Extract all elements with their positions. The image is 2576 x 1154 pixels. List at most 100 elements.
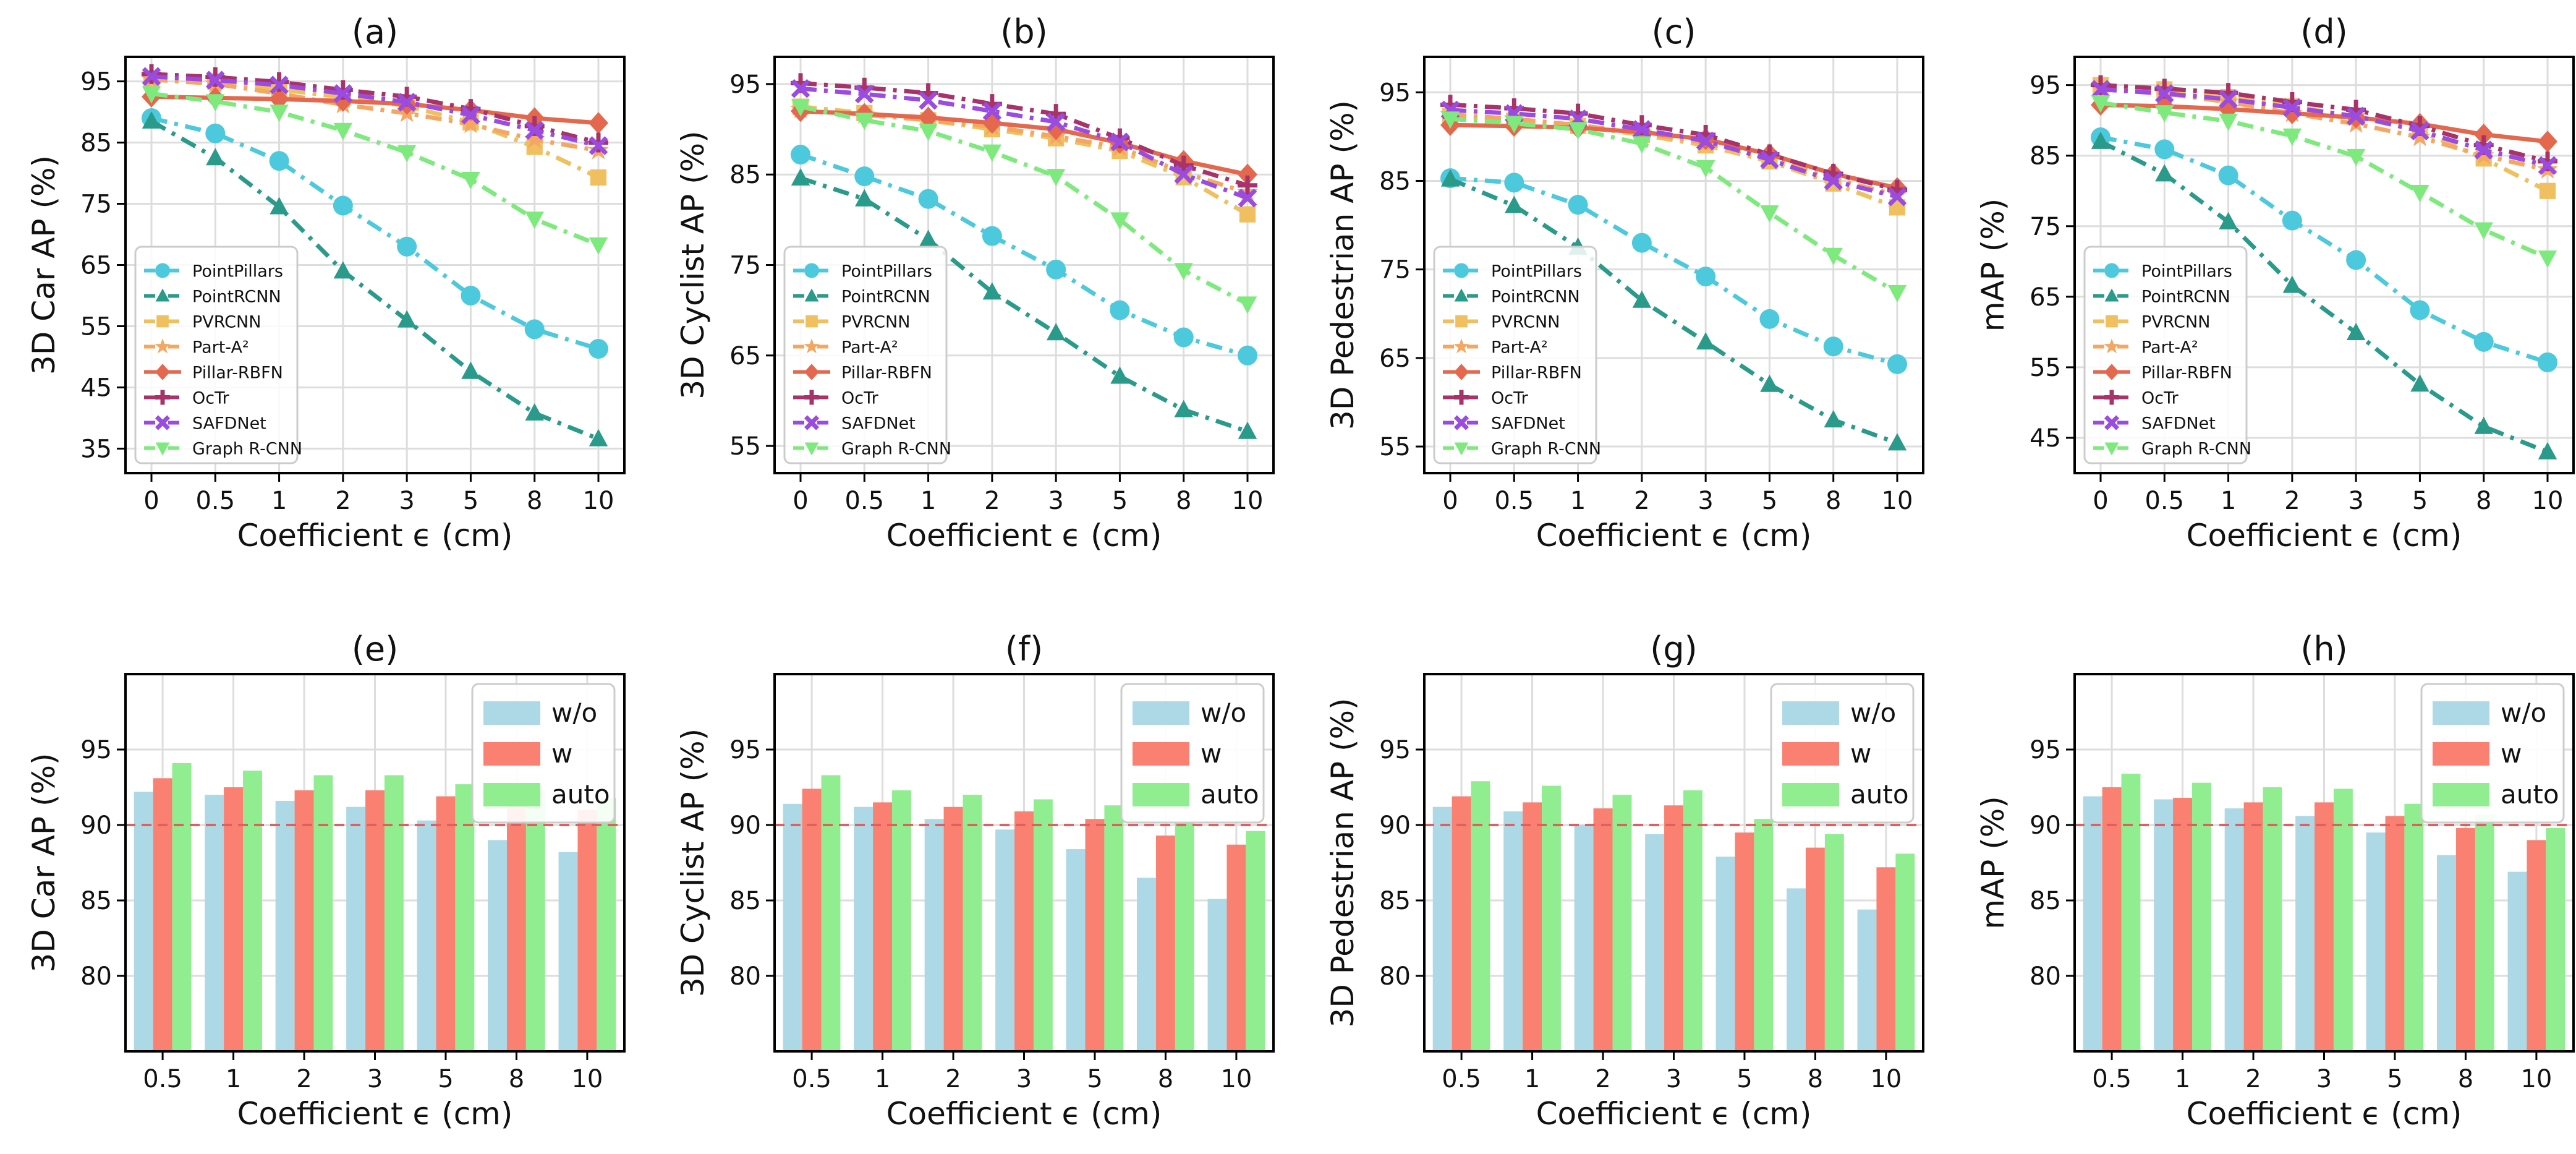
bar-w-0-5: [2102, 787, 2122, 1051]
y-tick-label: 90: [1379, 811, 1411, 840]
point-safdnet-2: [1632, 120, 1652, 139]
line-octr: [800, 80, 1249, 188]
y-tick-label: 95: [2030, 72, 2061, 100]
series-w-o: [783, 803, 1227, 1051]
x-tick-label: 10: [1882, 487, 1913, 515]
legend-swatch-auto: [2433, 783, 2489, 806]
point-pointpillars-0: [791, 145, 810, 165]
y-tick-label: 55: [2030, 354, 2061, 382]
bar-w-3: [1664, 805, 1683, 1051]
legend-label: PVRCNN: [192, 313, 261, 332]
legend-marker-octr: [155, 390, 170, 405]
legend-label: auto: [1850, 779, 1909, 810]
bar-auto-5: [1754, 819, 1774, 1051]
series-w: [1452, 796, 1896, 1051]
panel-b-ylabel: 3D Cyclist AP (%): [675, 130, 711, 399]
series-pointpillars: [2091, 127, 2557, 372]
legend-marker-pointpillars: [1454, 263, 1469, 278]
point-pointpillars-5: [2410, 300, 2430, 320]
legend-marker-octr: [2104, 390, 2119, 405]
panel-a-xlabel: Coefficient ϵ (cm): [237, 518, 513, 553]
legend-box: [134, 246, 299, 464]
y-tick-label: 75: [80, 190, 112, 219]
legend-marker-pointrcnn: [2104, 288, 2119, 302]
bar-w-8: [506, 800, 526, 1051]
panel-h-legend: w/o w auto: [2420, 683, 2565, 824]
legend-swatch-w-o: [2433, 701, 2489, 725]
point-pointrcnn-5: [2410, 374, 2429, 392]
y-tick-label: 75: [729, 252, 761, 280]
point-part-a-5: [2409, 126, 2431, 147]
legend-label: PointRCNN: [841, 288, 930, 307]
x-tick-label: 1: [920, 487, 936, 515]
point-pointrcnn-1: [919, 229, 938, 247]
bar-w-3: [2315, 802, 2334, 1051]
line-pointpillars: [1450, 176, 1898, 367]
y-tick-label: 90: [80, 811, 112, 840]
x-tick-label: 8: [527, 487, 542, 515]
panel-f-xlabel: Coefficient ϵ (cm): [886, 1096, 1162, 1132]
bar-w-10: [1226, 844, 1246, 1051]
bar-w-o-8: [1787, 888, 1806, 1051]
point-safdnet-1: [2219, 90, 2238, 109]
series-safdnet: [2091, 80, 2557, 175]
point-pointrcnn-0-5: [206, 148, 225, 166]
panel-f-legend: w/o w auto: [1120, 683, 1265, 824]
legend-label: OcTr: [841, 389, 879, 408]
point-safdnet-5: [1760, 150, 1779, 169]
bar-auto-3: [1033, 799, 1053, 1051]
point-pointrcnn-0-5: [2155, 164, 2174, 182]
bar-auto-5: [2404, 803, 2424, 1051]
bar-w-o-2: [1574, 825, 1594, 1051]
point-graph-r-cnn-1: [919, 123, 938, 141]
y-tick-label: 55: [729, 432, 761, 461]
y-tick-label: 85: [80, 129, 112, 158]
point-safdnet-3: [1046, 113, 1066, 132]
legend-label: Graph R-CNN: [192, 440, 302, 459]
point-safdnet-1: [270, 75, 289, 95]
x-tick-label: 5: [1736, 1065, 1752, 1093]
bar-w-o-1: [2154, 799, 2174, 1051]
series-w: [2102, 787, 2546, 1051]
bar-w-o-3: [2295, 816, 2315, 1051]
x-tick-label: 5: [463, 487, 478, 515]
point-pointrcnn-5: [461, 361, 480, 379]
bar-w-8: [2455, 827, 2475, 1051]
y-tick-label: 55: [1379, 433, 1411, 461]
bar-w-o-3: [346, 806, 366, 1051]
series-pointrcnn: [1440, 169, 1907, 451]
bar-auto-5: [1104, 805, 1124, 1051]
bar-w-1: [1523, 802, 1542, 1051]
panel-a-axes-frame: [124, 56, 626, 474]
legend-marker-pointpillars: [2104, 263, 2119, 278]
legend-label: w: [1850, 738, 1871, 769]
y-tick-label: 95: [2030, 736, 2061, 764]
x-tick-label: 10: [1870, 1065, 1902, 1093]
point-pointrcnn-0: [791, 168, 810, 186]
y-tick-label: 95: [729, 736, 761, 764]
legend-marker-part-a: [155, 338, 171, 354]
bar-w-o-0-5: [2083, 796, 2102, 1051]
bar-w-o-5: [1066, 849, 1086, 1051]
legend-marker-pillar-rbfn: [804, 364, 819, 380]
panel-e-ylabel: 3D Car AP (%): [26, 753, 62, 973]
point-pointrcnn-10: [589, 429, 608, 447]
bar-w-2: [1593, 808, 1613, 1051]
legend-label: PointPillars: [2141, 262, 2232, 281]
series-w-o: [134, 792, 578, 1051]
bar-w-1: [873, 802, 893, 1051]
panel-h-axes-frame: [2073, 673, 2575, 1053]
point-pointpillars-1: [2218, 165, 2238, 186]
line-safdnet: [151, 74, 599, 148]
legend-label: w: [2501, 738, 2522, 769]
bar-w-1: [224, 787, 244, 1051]
y-tick-label: 85: [1379, 887, 1411, 915]
legend-marker-graph-r-cnn: [804, 442, 819, 456]
legend-marker-pointrcnn: [155, 288, 170, 302]
x-tick-label: 5: [2387, 1065, 2402, 1093]
bar-auto-3: [2333, 789, 2353, 1051]
series-w-o: [1432, 806, 1877, 1051]
point-pointpillars-3: [1046, 259, 1066, 280]
line-pointrcnn: [1449, 177, 1898, 445]
panel-c-ylabel: 3D Pedestrian AP (%): [1325, 100, 1361, 430]
